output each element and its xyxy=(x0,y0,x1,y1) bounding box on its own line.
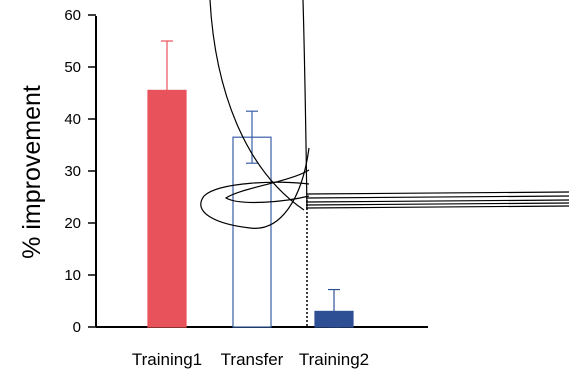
y-tick-label: 40 xyxy=(64,111,81,128)
y-tick-label: 10 xyxy=(64,267,81,284)
category-label: Transfer xyxy=(221,350,284,369)
y-tick-label: 60 xyxy=(64,7,81,24)
y-ticks: 0 10 20 30 40 50 60 xyxy=(64,7,96,336)
scribble-line-1 xyxy=(305,191,569,195)
error-bar-training2 xyxy=(328,288,340,328)
scribble-line-2 xyxy=(305,195,569,199)
scribble-vertical xyxy=(302,0,308,211)
scribble-line-3 xyxy=(305,199,569,203)
category-label: Training1 xyxy=(132,350,202,369)
scribble-line-4 xyxy=(305,202,569,206)
scribble-curve-large xyxy=(209,0,305,211)
bars xyxy=(147,89,354,328)
y-tick-label: 30 xyxy=(64,163,81,180)
scribble-inner-loop xyxy=(224,169,310,204)
y-axis-label: % improvement xyxy=(18,85,46,259)
category-labels: Training1 Transfer Training2 xyxy=(132,350,369,369)
y-tick-label: 0 xyxy=(73,319,81,336)
category-label: Training2 xyxy=(299,350,369,369)
scribble-line-5 xyxy=(305,205,569,209)
y-tick-label: 50 xyxy=(64,59,81,76)
bar-transfer xyxy=(232,136,272,328)
error-bar-training1 xyxy=(161,40,173,141)
y-tick-label: 20 xyxy=(64,215,81,232)
pen-scribbles xyxy=(200,0,569,327)
scribble-loop xyxy=(200,147,310,229)
